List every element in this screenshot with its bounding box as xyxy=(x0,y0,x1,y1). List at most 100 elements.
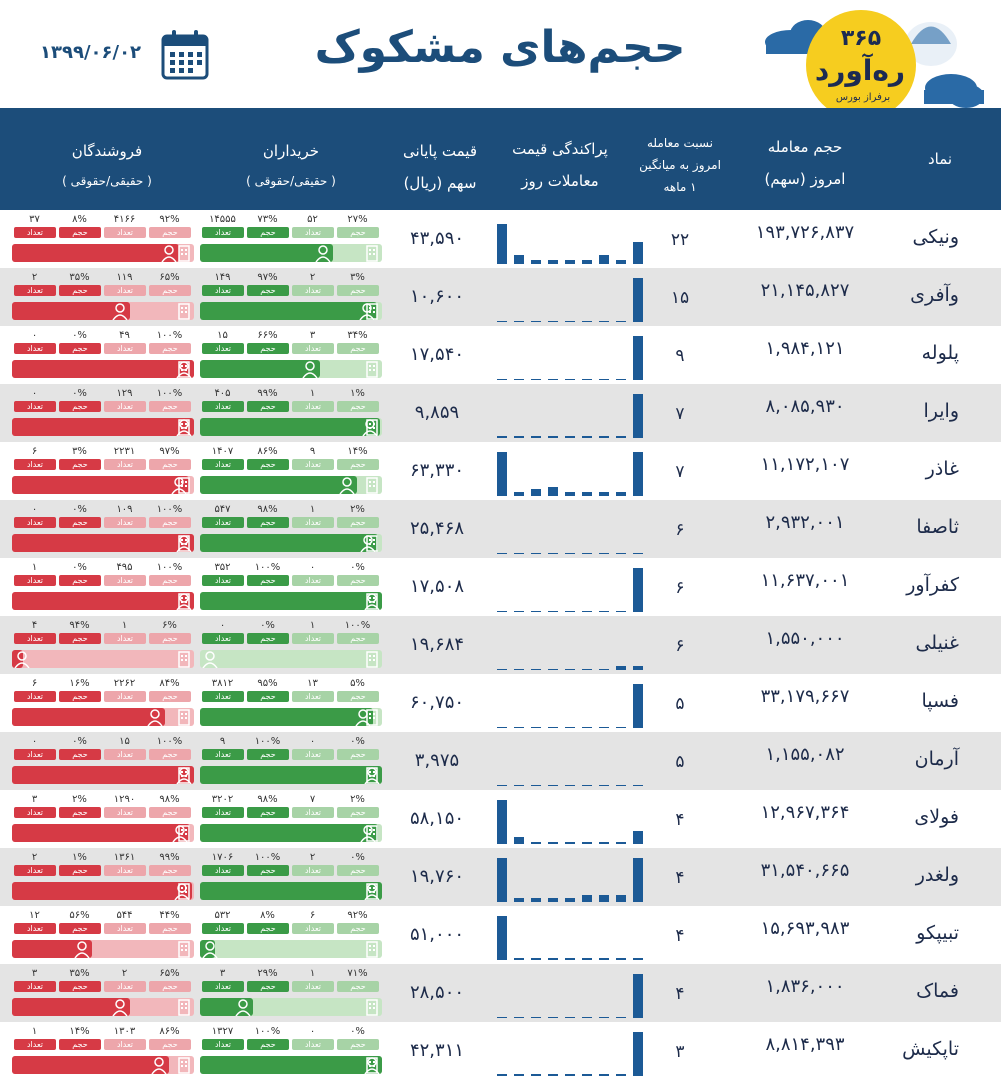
table-row[interactable]: ونیکی ۱۹۳,۷۲۶,۸۳۷ ۲۲ ۴۳,۵۹۰ ۲۷% ۵۲ ۷۳% ۱۴۵۵۵ حجم… xyxy=(0,210,1001,268)
distribution-bar xyxy=(548,487,559,496)
row-volume: ۱,۸۳۶,۰۰۰ xyxy=(765,976,845,997)
distribution-bar xyxy=(581,841,592,844)
sellers-labels: حجم تعداد حجم تعداد xyxy=(12,865,194,877)
row-symbol[interactable]: آرمان xyxy=(914,748,959,770)
row-symbol[interactable]: غنیلی xyxy=(915,632,959,654)
table-row[interactable]: کفرآور ۱۱,۶۳۷,۰۰۱ ۶ ۱۷,۵۰۸ ۰% ۰ ۱۰۰% ۳۵۲ حجم تعدا… xyxy=(0,558,1001,616)
buyers-label-chip: حجم xyxy=(337,343,379,354)
sellers-numbers: ۱۰۰% ۴۹۵ ۰% ۱ xyxy=(12,562,194,574)
row-buyers: ۲۷% ۵۲ ۷۳% ۱۴۵۵۵ حجم تعداد حجم تعداد xyxy=(200,214,382,264)
row-symbol[interactable]: فولای xyxy=(914,806,959,828)
buyers-share-fill xyxy=(200,592,382,610)
row-symbol[interactable]: پلوله xyxy=(921,342,959,364)
row-ratio: ۴ xyxy=(675,926,685,946)
table-row[interactable]: ثاصفا ۲,۹۳۲,۰۰۱ ۶ ۲۵,۴۶۸ ۲% ۱ ۹۸% ۵۴۷ حجم تعداد حج… xyxy=(0,500,1001,558)
distribution-bar xyxy=(598,255,609,264)
distribution-bar xyxy=(531,785,542,786)
buyers-ind-percent: ۹۸% xyxy=(257,504,278,515)
table-row[interactable]: فماک ۱,۸۳۶,۰۰۰ ۴ ۲۸,۵۰۰ ۷۱% ۱ ۲۹% ۳ حجم تعداد حجم ت… xyxy=(0,964,1001,1022)
distribution-bar xyxy=(565,897,575,902)
row-symbol[interactable]: غاذر xyxy=(925,458,959,480)
sellers-person-icon xyxy=(161,244,178,263)
table-row[interactable]: وایرا ۸,۰۸۵,۹۳۰ ۷ ۹,۸۵۹ ۱% ۱ ۹۹% ۴۰۵ حجم تعداد حجم… xyxy=(0,384,1001,442)
buyers-share-fill xyxy=(200,476,357,494)
row-symbol[interactable]: فماک xyxy=(916,980,959,1002)
buyers-label-chip: تعداد xyxy=(292,633,334,644)
sellers-inst-percent: ۸۴% xyxy=(159,678,180,689)
buyers-label-chip: حجم xyxy=(247,517,289,528)
buyers-ind-count: ۵۴۷ xyxy=(214,504,231,515)
row-symbol[interactable]: تاپکیش xyxy=(902,1038,959,1060)
row-sellers: ۹۸% ۱۲۹۰ ۲% ۳ حجم تعداد حجم تعداد xyxy=(12,794,194,844)
buyers-label-chip: تعداد xyxy=(202,459,244,470)
distribution-bar xyxy=(598,1017,609,1018)
buyers-label-chip: حجم xyxy=(247,691,289,702)
buyers-ind-percent: ۲۹% xyxy=(257,968,278,979)
sellers-labels: حجم تعداد حجم تعداد xyxy=(12,1039,194,1051)
buyers-label-chip: حجم xyxy=(337,981,379,992)
col-buyers: خریداران ( حقیقی/حقوقی ) xyxy=(200,142,382,188)
buyers-labels: حجم تعداد حجم تعداد xyxy=(200,865,382,877)
row-symbol[interactable]: ونیکی xyxy=(912,226,959,248)
sellers-ind-count: ۰ xyxy=(31,388,38,399)
buyers-label-chip: حجم xyxy=(247,981,289,992)
table-row[interactable]: غاذر ۱۱,۱۷۲,۱۰۷ ۷ ۶۳,۳۳۰ ۱۴% ۹ ۸۶% ۱۴۰۷ حجم تعداد… xyxy=(0,442,1001,500)
sellers-person-icon xyxy=(150,1056,167,1075)
sellers-label-chip: تعداد xyxy=(104,865,146,876)
sellers-label-chip: تعداد xyxy=(14,807,56,818)
buyers-label-chip: حجم xyxy=(247,749,289,760)
row-distribution-chart xyxy=(494,796,646,844)
row-symbol[interactable]: وآفری xyxy=(910,284,959,306)
table-row[interactable]: فولای ۱۲,۹۶۷,۳۶۴ ۴ ۵۸,۱۵۰ ۲% ۷ ۹۸% ۳۲۰۲ حجم تعداد… xyxy=(0,790,1001,848)
distribution-bar xyxy=(497,321,508,322)
buyers-share-bar xyxy=(200,592,382,610)
table-row[interactable]: وآفری ۲۱,۱۴۵,۸۲۷ ۱۵ ۱۰,۶۰۰ ۳% ۲ ۹۷% ۱۴۹ حجم تعداد… xyxy=(0,268,1001,326)
table-row[interactable]: غنیلی ۱,۵۵۰,۰۰۰ ۶ ۱۹,۶۸۴ ۱۰۰% ۱ ۰% ۰ حجم تعداد حجم… xyxy=(0,616,1001,674)
sellers-numbers: ۱۰۰% ۱۰۹ ۰% ۰ xyxy=(12,504,194,516)
distribution-bar xyxy=(632,858,643,902)
distribution-bar xyxy=(514,491,525,496)
distribution-bar xyxy=(531,553,542,554)
distribution-bar xyxy=(497,1073,508,1076)
row-symbol[interactable]: کفرآور xyxy=(906,574,959,596)
table-row[interactable]: تاپکیش ۸,۸۱۴,۳۹۳ ۳ ۴۲,۳۱۱ ۰% ۰ ۱۰۰% ۱۳۲۷ حجم تعدا… xyxy=(0,1022,1001,1080)
sellers-building-icon xyxy=(176,476,192,494)
table-row[interactable]: ولغدر ۳۱,۵۴۰,۶۶۵ ۴ ۱۹,۷۶۰ ۰% ۲ ۱۰۰% ۱۷۰۶ حجم تعدا… xyxy=(0,848,1001,906)
distribution-bar xyxy=(615,491,626,496)
row-symbol[interactable]: تبیپکو xyxy=(916,922,959,944)
row-price: ۲۸,۵۰۰ xyxy=(409,982,465,1003)
row-symbol[interactable]: ثاصفا xyxy=(916,516,959,538)
row-volume: ۳۳,۱۷۹,۶۶۷ xyxy=(760,686,850,707)
table-row[interactable]: فسپا ۳۳,۱۷۹,۶۶۷ ۵ ۶۰,۷۵۰ ۵% ۱۳ ۹۵% ۳۸۱۲ حجم تعداد… xyxy=(0,674,1001,732)
table-row[interactable]: تبیپکو ۱۵,۶۹۳,۹۸۳ ۴ ۵۱,۰۰۰ ۹۲% ۶ ۸% ۵۳۲ حجم تعداد… xyxy=(0,906,1001,964)
distribution-bar xyxy=(497,669,508,670)
sellers-label-chip: حجم xyxy=(59,343,101,354)
sellers-inst-count: ۱۳۰۳ xyxy=(113,1026,136,1037)
buyers-label-chip: تعداد xyxy=(202,575,244,586)
sellers-person-icon xyxy=(14,650,30,669)
buyers-inst-count: ۶ xyxy=(309,910,316,921)
row-symbol[interactable]: ولغدر xyxy=(915,864,959,886)
row-buyers: ۰% ۲ ۱۰۰% ۱۷۰۶ حجم تعداد حجم تعداد xyxy=(200,852,382,902)
table-row[interactable]: آرمان ۱,۱۵۵,۰۸۲ ۵ ۳,۹۷۵ ۰% ۰ ۱۰۰% ۹ حجم تعداد حجم ت… xyxy=(0,732,1001,790)
buyers-labels: حجم تعداد حجم تعداد xyxy=(200,691,382,703)
sellers-inst-count: ۴۹ xyxy=(119,330,130,341)
row-distribution-chart xyxy=(494,680,646,728)
row-ratio: ۱۵ xyxy=(670,288,690,308)
buyers-share-bar xyxy=(200,650,382,668)
buyers-inst-percent: ۲% xyxy=(350,504,365,515)
buyers-ind-percent: ۱۰۰% xyxy=(254,736,281,747)
buyers-numbers: ۰% ۲ ۱۰۰% ۱۷۰۶ xyxy=(200,852,382,864)
sellers-ind-percent: ۰% xyxy=(72,736,87,747)
sellers-inst-percent: ۱۰۰% xyxy=(156,388,183,399)
sellers-share-fill xyxy=(12,476,189,494)
sellers-person-icon xyxy=(147,708,163,727)
distribution-bar xyxy=(497,224,508,264)
distribution-bar xyxy=(598,321,609,322)
row-symbol[interactable]: وایرا xyxy=(923,400,959,422)
row-symbol[interactable]: فسپا xyxy=(921,690,959,712)
sellers-ind-percent: ۰% xyxy=(72,388,87,399)
buyers-share-bar xyxy=(200,302,382,320)
buyers-building-icon xyxy=(364,766,380,784)
table-row[interactable]: پلوله ۱,۹۸۴,۱۲۱ ۹ ۱۷,۵۴۰ ۳۴% ۳ ۶۶% ۱۵ حجم تعداد حج… xyxy=(0,326,1001,384)
